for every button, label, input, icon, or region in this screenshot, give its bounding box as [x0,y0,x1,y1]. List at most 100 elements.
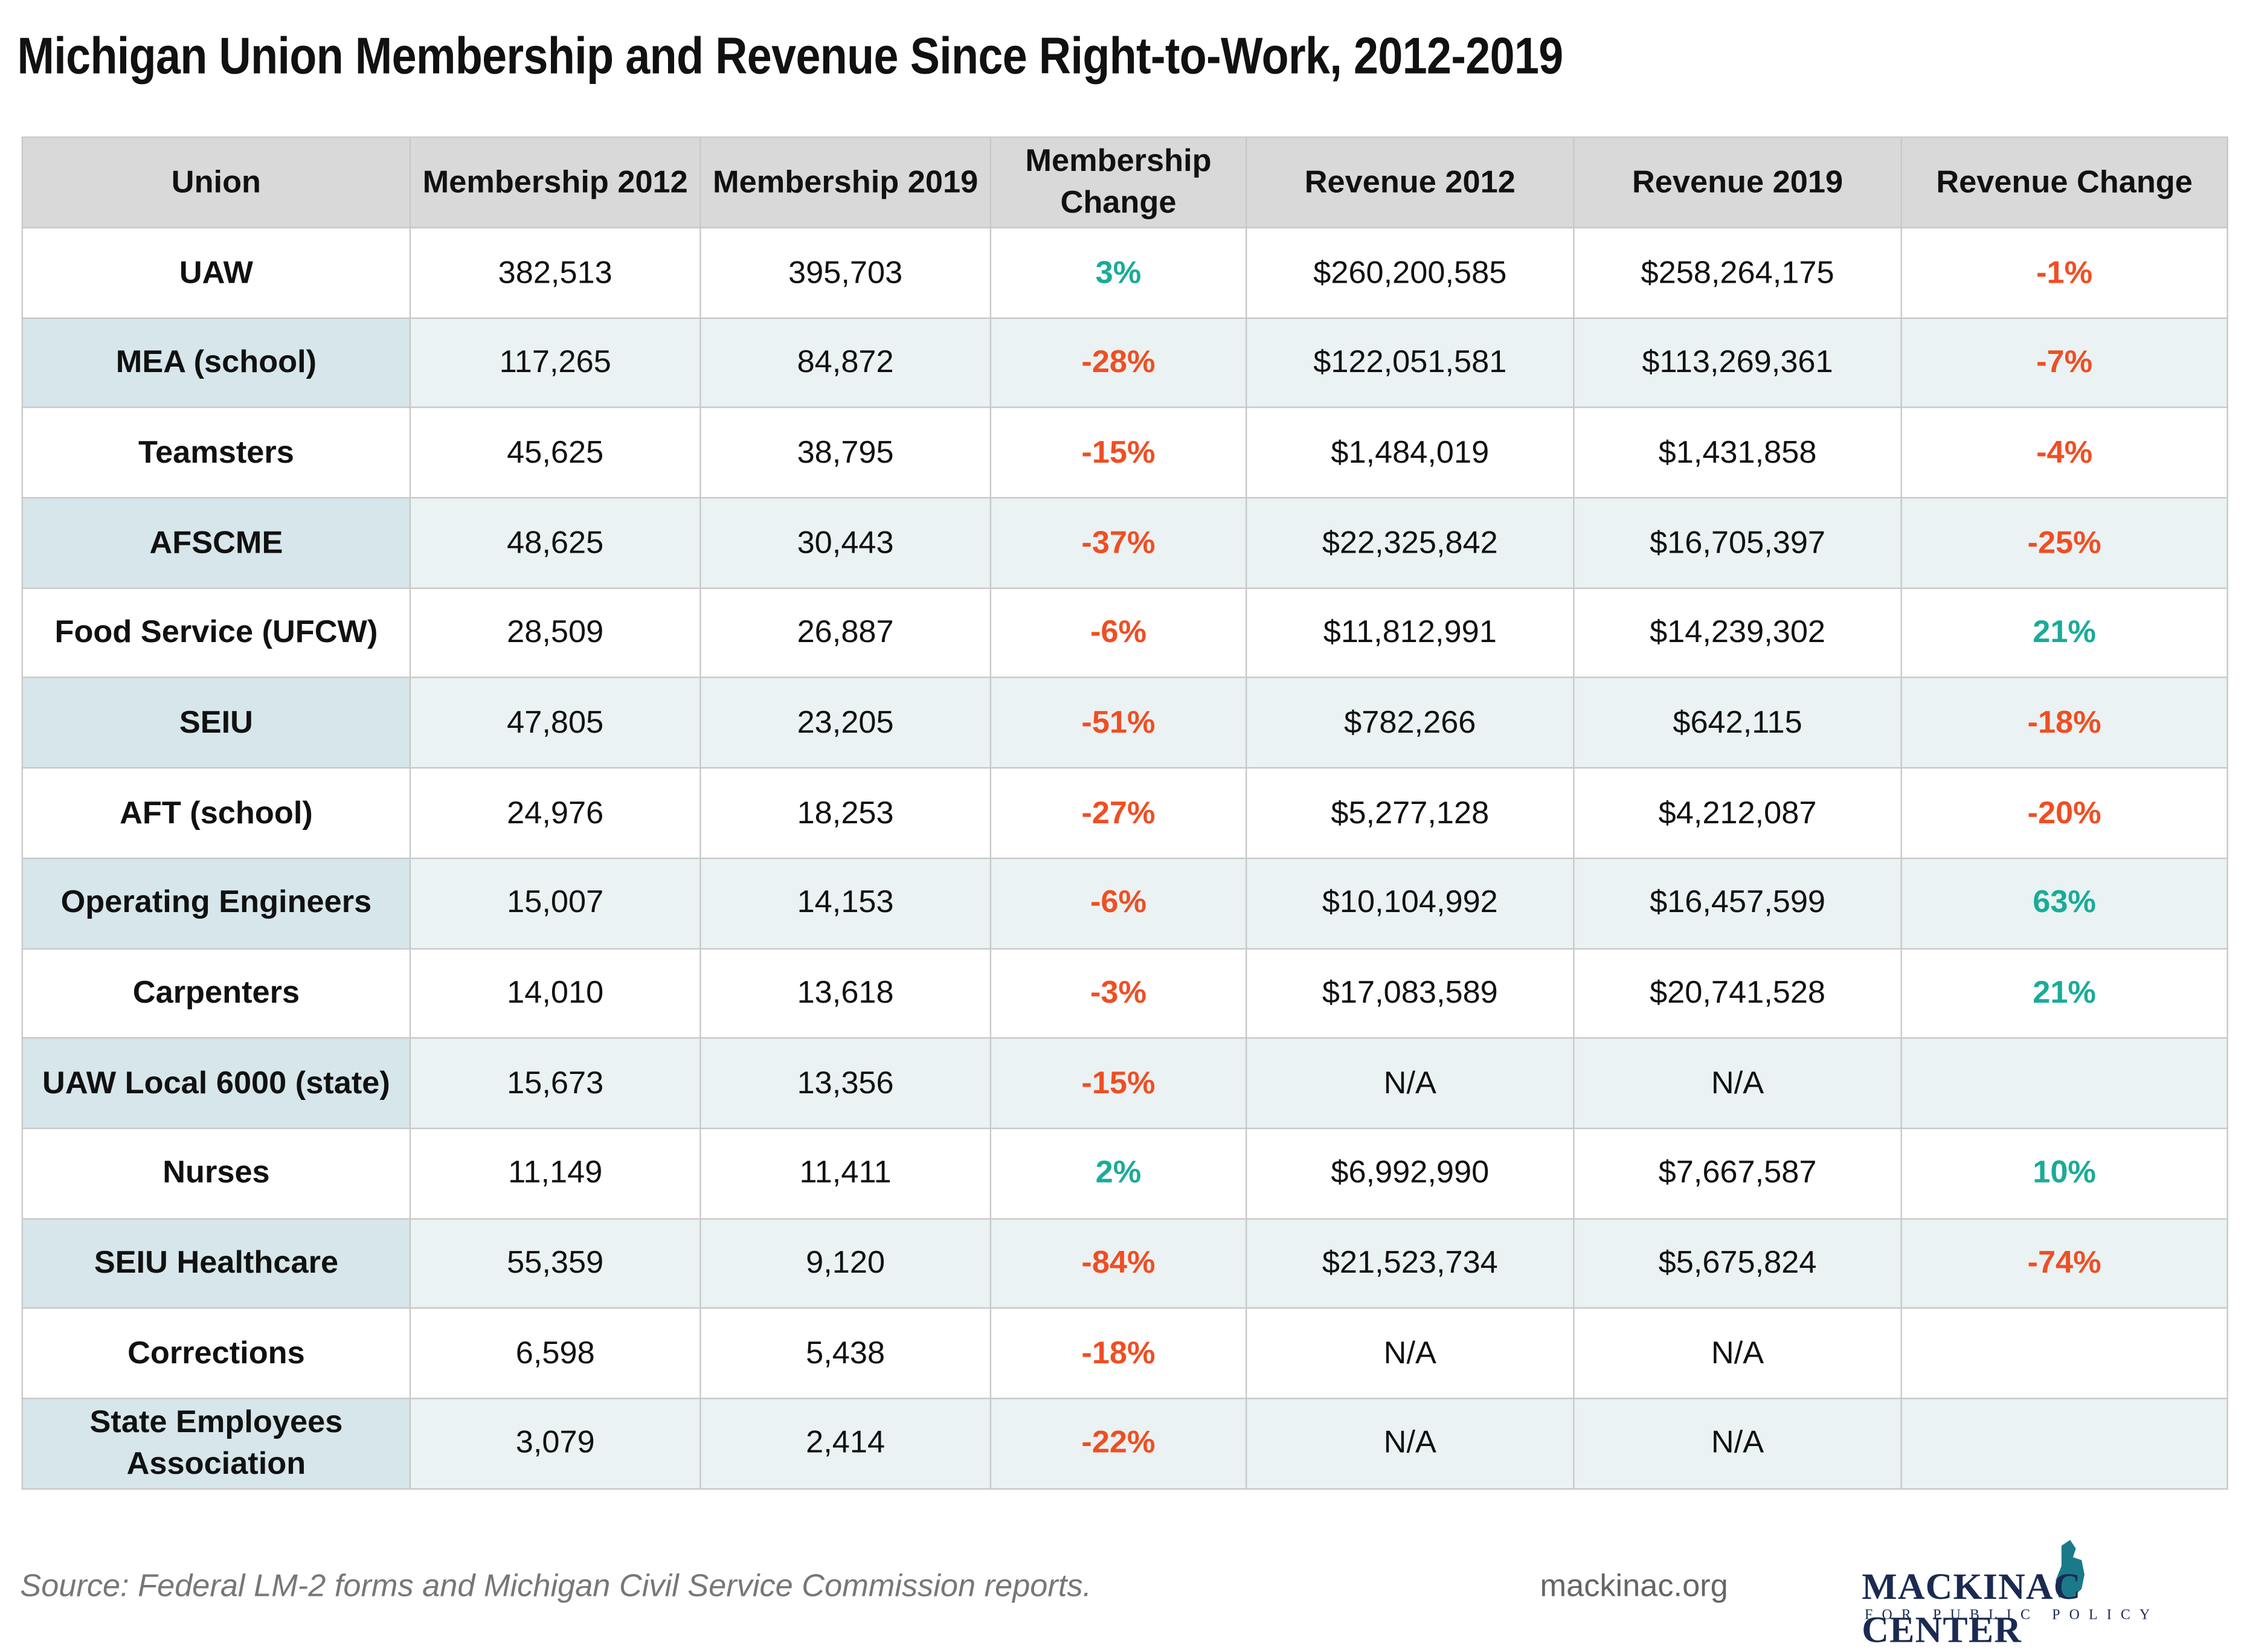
table-cell: $642,115 [1573,677,1902,769]
table-cell: 3,079 [409,1397,701,1490]
table-cell: 117,265 [409,317,701,409]
table-cell: 23,205 [699,677,992,769]
column-header: Revenue Change [1900,136,2228,229]
table-cell: AFSCME [21,497,411,589]
table-row: MEA (school) 117,265 84,872 -28% $122,051,58… [21,317,2228,409]
table-cell: -4% [1900,407,2228,499]
table-cell: 55,359 [409,1217,701,1310]
table-cell: $260,200,585 [1245,227,1575,319]
table-row: AFSCME 48,625 30,443 -37% $22,325,842 $16,705… [21,497,2228,589]
table-cell: -28% [989,317,1247,409]
table-body: UAW 382,513 395,703 3% $260,200,585 $258,264,… [21,227,2228,1490]
table-cell: 13,618 [699,947,992,1039]
table-cell: -18% [989,1307,1247,1400]
table-cell: $14,239,302 [1573,587,1902,679]
table-cell: $11,812,991 [1245,587,1575,679]
logo-tagline: FOR PUBLIC POLICY [1865,1607,2159,1624]
table-cell: N/A [1573,1307,1902,1400]
table-cell: 45,625 [409,407,701,499]
empty-cell [1900,1397,2228,1490]
table: Union Membership 2012 Membership 2019 Membe… [21,136,2228,1490]
table-cell: $4,212,087 [1573,767,1902,859]
table-cell: 6,598 [409,1307,701,1400]
table-cell: 15,007 [409,857,701,949]
table-row: State Employees Association 3,079 2,414 -22… [21,1397,2228,1490]
table-cell: UAW Local 6000 (state) [21,1037,411,1130]
table-cell: -6% [989,857,1247,949]
table-cell: $7,667,587 [1573,1127,1902,1220]
table-cell: $22,325,842 [1245,497,1575,589]
table-cell: $16,705,397 [1573,497,1902,589]
table-cell: AFT (school) [21,767,411,859]
table-cell: 21% [1900,587,2228,679]
table-row: SEIU 47,805 23,205 -51% $782,266 $642,115 -18% [21,677,2228,769]
table-cell: -37% [989,497,1247,589]
table-cell: 11,149 [409,1127,701,1220]
table-cell: 382,513 [409,227,701,319]
table-cell: 21% [1900,947,2228,1039]
michigan-icon [2056,1540,2085,1598]
table-cell: N/A [1573,1037,1902,1130]
table-cell: 63% [1900,857,2228,949]
table-cell: 18,253 [699,767,992,859]
table-cell: N/A [1573,1397,1902,1490]
column-header: Membership 2019 [699,136,992,229]
table-cell: N/A [1245,1307,1575,1400]
website: mackinac.org [1540,1567,1728,1604]
table-row: Operating Engineers 15,007 14,153 -6% $10,10… [21,857,2228,949]
column-header: Membership 2012 [409,136,701,229]
table-cell: -74% [1900,1217,2228,1310]
table-cell: 14,010 [409,947,701,1039]
table-cell: 10% [1900,1127,2228,1220]
table-row: Food Service (UFCW) 28,509 26,887 -6% $11,81… [21,587,2228,679]
table-cell: $5,277,128 [1245,767,1575,859]
table-row: AFT (school) 24,976 18,253 -27% $5,277,128 $4… [21,767,2228,859]
table-cell: Carpenters [21,947,411,1039]
table-cell: 84,872 [699,317,992,409]
table-cell: 9,120 [699,1217,992,1310]
table-cell: 24,976 [409,767,701,859]
table-cell: -25% [1900,497,2228,589]
table-cell: -84% [989,1217,1247,1310]
table-cell: -20% [1900,767,2228,859]
table-row: Teamsters 45,625 38,795 -15% $1,484,019 $1,43… [21,407,2228,499]
table-row: UAW 382,513 395,703 3% $260,200,585 $258,264,… [21,227,2228,319]
table-cell: $20,741,528 [1573,947,1902,1039]
source-note: Source: Federal LM-2 forms and Michigan … [20,1567,1092,1604]
table-cell: -15% [989,1037,1247,1130]
table-cell: 2% [989,1127,1247,1220]
table-cell: -3% [989,947,1247,1039]
table-cell: 13,356 [699,1037,992,1130]
empty-cell [1900,1037,2228,1130]
table-row: Nurses 11,149 11,411 2% $6,992,990 $7,667,587… [21,1127,2228,1220]
table-cell: SEIU Healthcare [21,1217,411,1310]
column-header: Membership Change [989,136,1247,229]
table-cell: N/A [1245,1397,1575,1490]
title: Michigan Union Membership and Revenue Si… [17,25,1564,85]
table-cell: $113,269,361 [1573,317,1902,409]
column-header: Revenue 2012 [1245,136,1575,229]
table-cell: $6,992,990 [1245,1127,1575,1220]
table-cell: 2,414 [699,1397,992,1490]
table-cell: -15% [989,407,1247,499]
table-cell: State Employees Association [21,1397,411,1490]
column-header: Revenue 2019 [1573,136,1902,229]
table-cell: 38,795 [699,407,992,499]
table-cell: 15,673 [409,1037,701,1130]
table-cell: Corrections [21,1307,411,1400]
table-cell: $258,264,175 [1573,227,1902,319]
header-row: Union Membership 2012 Membership 2019 Membe… [21,136,2228,229]
table-cell: UAW [21,227,411,319]
table-cell: $122,051,581 [1245,317,1575,409]
table-cell: 395,703 [699,227,992,319]
table-cell: 11,411 [699,1127,992,1220]
table-cell: $16,457,599 [1573,857,1902,949]
table-cell: -27% [989,767,1247,859]
table-row: SEIU Healthcare 55,359 9,120 -84% $21,523,73… [21,1217,2228,1310]
column-header: Union [21,136,411,229]
table-cell: -6% [989,587,1247,679]
table-cell: $5,675,824 [1573,1217,1902,1310]
empty-cell [1900,1307,2228,1400]
table-cell: $21,523,734 [1245,1217,1575,1310]
table-cell: 48,625 [409,497,701,589]
